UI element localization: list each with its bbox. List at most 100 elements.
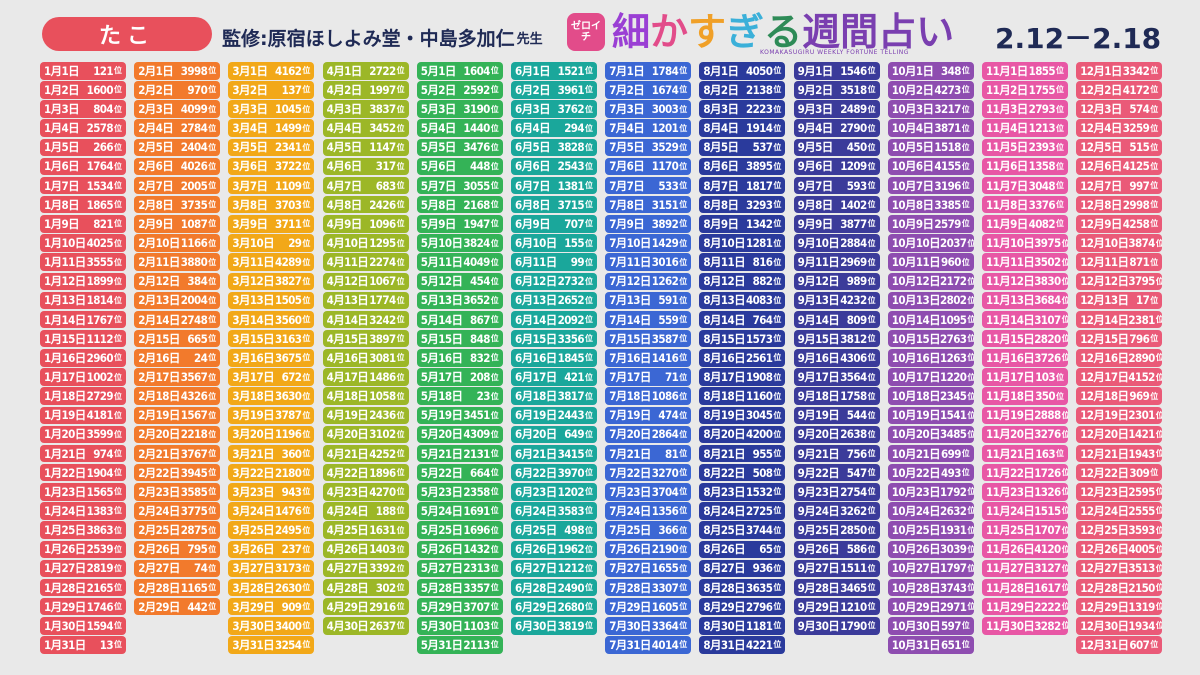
rank-suffix: 位 [1056, 391, 1064, 401]
day-label: 3月29日 [232, 599, 274, 614]
rank-number: 103 [1035, 370, 1055, 384]
rank-suffix: 位 [396, 602, 405, 612]
rank-value: 1166 位 [181, 236, 216, 250]
rank-value: 1262 位 [652, 274, 687, 288]
day-label: 3月13日 [232, 293, 274, 308]
rank-number: 1767 [86, 312, 114, 327]
rank-value: 3055 位 [463, 179, 498, 193]
rank-number: 515 [1129, 140, 1150, 155]
rank-number: 454 [470, 274, 490, 289]
rank-number: 2436 [369, 408, 396, 423]
rank-suffix: 位 [967, 334, 974, 344]
rank-suffix: 位 [1155, 506, 1163, 516]
day-rank-cell: 3月9日 3711 位 [228, 215, 315, 233]
rank-suffix: 位 [585, 410, 593, 420]
rank-suffix: 位 [490, 602, 499, 612]
rank-suffix: 位 [302, 161, 311, 171]
rank-value: 163 位 [1035, 447, 1064, 461]
rank-suffix: 位 [208, 66, 217, 76]
rank-number: 421 [564, 370, 584, 384]
rank-suffix: 位 [1056, 449, 1064, 459]
rank-number: 2037 [940, 236, 967, 251]
rank-value: 1358 位 [1029, 159, 1064, 173]
day-label: 3月30日 [232, 618, 274, 633]
rank-number: 2916 [369, 599, 396, 614]
rank-value: 2561 位 [746, 351, 781, 365]
rank-value: 3877 位 [840, 217, 875, 231]
rank-suffix: 位 [967, 315, 974, 325]
day-rank-cell: 11月5日 2393 位 [982, 138, 1068, 157]
rank-number: 4258 [1122, 216, 1150, 231]
rank-suffix: 位 [585, 181, 593, 191]
day-rank-cell: 12月24日 2555 位 [1076, 502, 1163, 520]
rank-number: 1416 [651, 350, 679, 365]
day-rank-cell: 3月15日 3163 位 [228, 329, 315, 348]
rank-suffix: 位 [490, 410, 499, 420]
day-rank-cell: 10月9日 2579 位 [887, 215, 974, 233]
day-label: 10月5日 [891, 140, 934, 155]
day-rank-cell: 4月29日 2916 位 [322, 597, 409, 616]
rank-number: 1674 [651, 82, 679, 97]
rank-suffix: 位 [1150, 391, 1159, 401]
rank-value: 3812 位 [840, 332, 875, 346]
rank-suffix: 位 [114, 640, 122, 650]
rank-number: 2222 [1034, 599, 1061, 614]
rank-value: 99 位 [571, 255, 593, 269]
rank-value: 1521 位 [558, 64, 593, 78]
rank-value: 1546 位 [840, 64, 875, 78]
day-rank-cell: 8月25日 3744 位 [699, 521, 786, 539]
day-rank-cell: 4月23日 4270 位 [322, 483, 409, 501]
rank-suffix: 位 [679, 621, 688, 631]
day-label: 9月9日 [797, 216, 834, 231]
rank-number: 4270 [369, 484, 396, 499]
rank-suffix: 位 [396, 123, 405, 133]
rank-value: 2732 位 [558, 274, 593, 288]
day-label: 4月2日 [326, 82, 363, 97]
rank-suffix: 位 [302, 181, 311, 191]
rank-value: 3722 位 [275, 159, 310, 173]
day-label: 1月2日 [44, 82, 80, 97]
day-label: 5月17日 [420, 370, 463, 384]
day-label: 11月21日 [986, 446, 1035, 461]
rank-value: 2358 位 [463, 485, 498, 499]
day-label: 9月3日 [797, 102, 834, 117]
rank-value: 1213 位 [1029, 121, 1064, 135]
rank-suffix: 位 [773, 468, 782, 478]
rank-suffix: 位 [208, 276, 217, 286]
rank-value: 508 位 [753, 466, 782, 480]
day-rank-cell: 9月27日 1511 位 [793, 559, 880, 578]
rank-number: 4273 [934, 82, 961, 97]
rank-suffix: 位 [1150, 161, 1159, 171]
day-label: 8月19日 [703, 408, 745, 423]
rank-suffix: 位 [1155, 525, 1163, 535]
day-label: 7月15日 [609, 331, 651, 346]
rank-value: 121 位 [93, 64, 122, 78]
rank-number: 1896 [369, 465, 396, 480]
rank-value: 103 位 [1035, 370, 1064, 384]
rank-value: 4152 位 [1128, 370, 1162, 384]
rank-number: 2578 [86, 121, 114, 136]
rank-number: 1567 [180, 408, 208, 423]
rank-suffix: 位 [1061, 295, 1068, 305]
rank-value: 3743 位 [940, 581, 974, 595]
rank-suffix: 位 [114, 315, 122, 325]
rank-suffix: 位 [490, 468, 499, 478]
rank-value: 1774 位 [369, 293, 404, 307]
rank-suffix: 位 [396, 85, 405, 95]
day-rank-cell: 8月12日 882 位 [699, 272, 786, 291]
rank-value: 1220 位 [940, 370, 974, 384]
day-rank-cell: 8月22日 508 位 [699, 463, 786, 482]
day-rank-cell: 3月18日 3630 位 [228, 387, 315, 405]
day-label: 12月6日 [1080, 159, 1122, 174]
rank-value: 1726 位 [1034, 466, 1068, 480]
rank-number: 1605 [651, 599, 679, 614]
rank-suffix: 位 [396, 391, 405, 401]
day-label: 3月28日 [232, 580, 274, 595]
rank-value: 4155 位 [934, 159, 969, 173]
rank-value: 756 位 [847, 447, 876, 461]
rank-value: 3715 位 [558, 198, 593, 212]
rank-suffix: 位 [867, 257, 876, 267]
rank-value: 1499 位 [275, 121, 310, 135]
rank-number: 3812 [840, 331, 867, 346]
day-label: 10月4日 [891, 121, 934, 136]
